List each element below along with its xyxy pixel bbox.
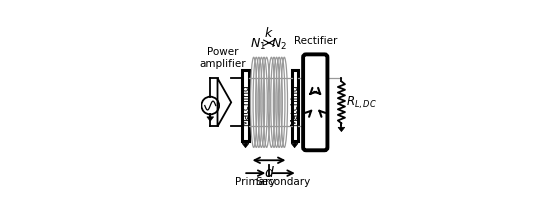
- Text: Matching: Matching: [241, 85, 250, 126]
- Text: $N_1$: $N_1$: [250, 37, 267, 52]
- Text: Matching: Matching: [290, 85, 299, 126]
- Text: Power
amplifier: Power amplifier: [199, 47, 246, 69]
- Text: $R_{L,DC}$: $R_{L,DC}$: [346, 94, 377, 111]
- Text: Primary: Primary: [235, 177, 276, 187]
- FancyBboxPatch shape: [303, 54, 327, 150]
- Polygon shape: [207, 117, 213, 121]
- Bar: [292, 70, 298, 141]
- Polygon shape: [242, 143, 249, 148]
- Text: $d$: $d$: [263, 165, 274, 180]
- Text: $k$: $k$: [264, 26, 274, 40]
- Text: Secondary: Secondary: [256, 177, 311, 187]
- Text: Rectifier: Rectifier: [294, 36, 337, 46]
- Bar: [243, 70, 249, 141]
- Polygon shape: [338, 127, 345, 132]
- Polygon shape: [292, 143, 298, 148]
- Text: $N_2$: $N_2$: [272, 37, 288, 52]
